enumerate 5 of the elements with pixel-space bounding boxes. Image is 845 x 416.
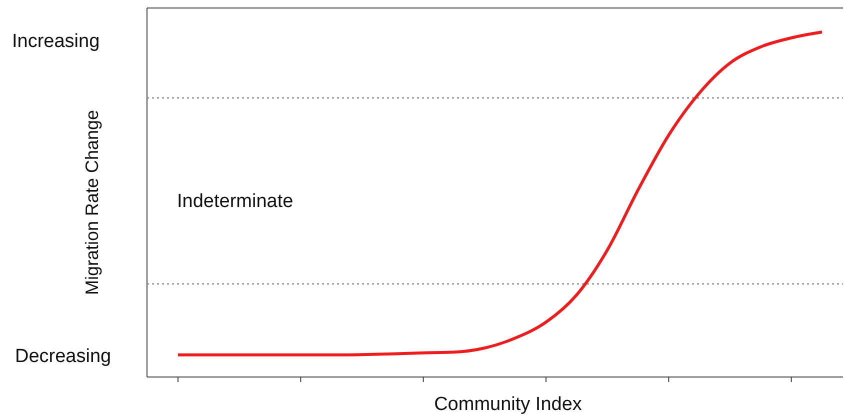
text: Increasing [12,31,100,52]
x-axis-title: Community Index [434,394,582,415]
y-axis-title: Migration Rate Change [82,110,102,296]
annotation: Indeterminate [177,191,294,212]
text: Decreasing [15,346,112,367]
